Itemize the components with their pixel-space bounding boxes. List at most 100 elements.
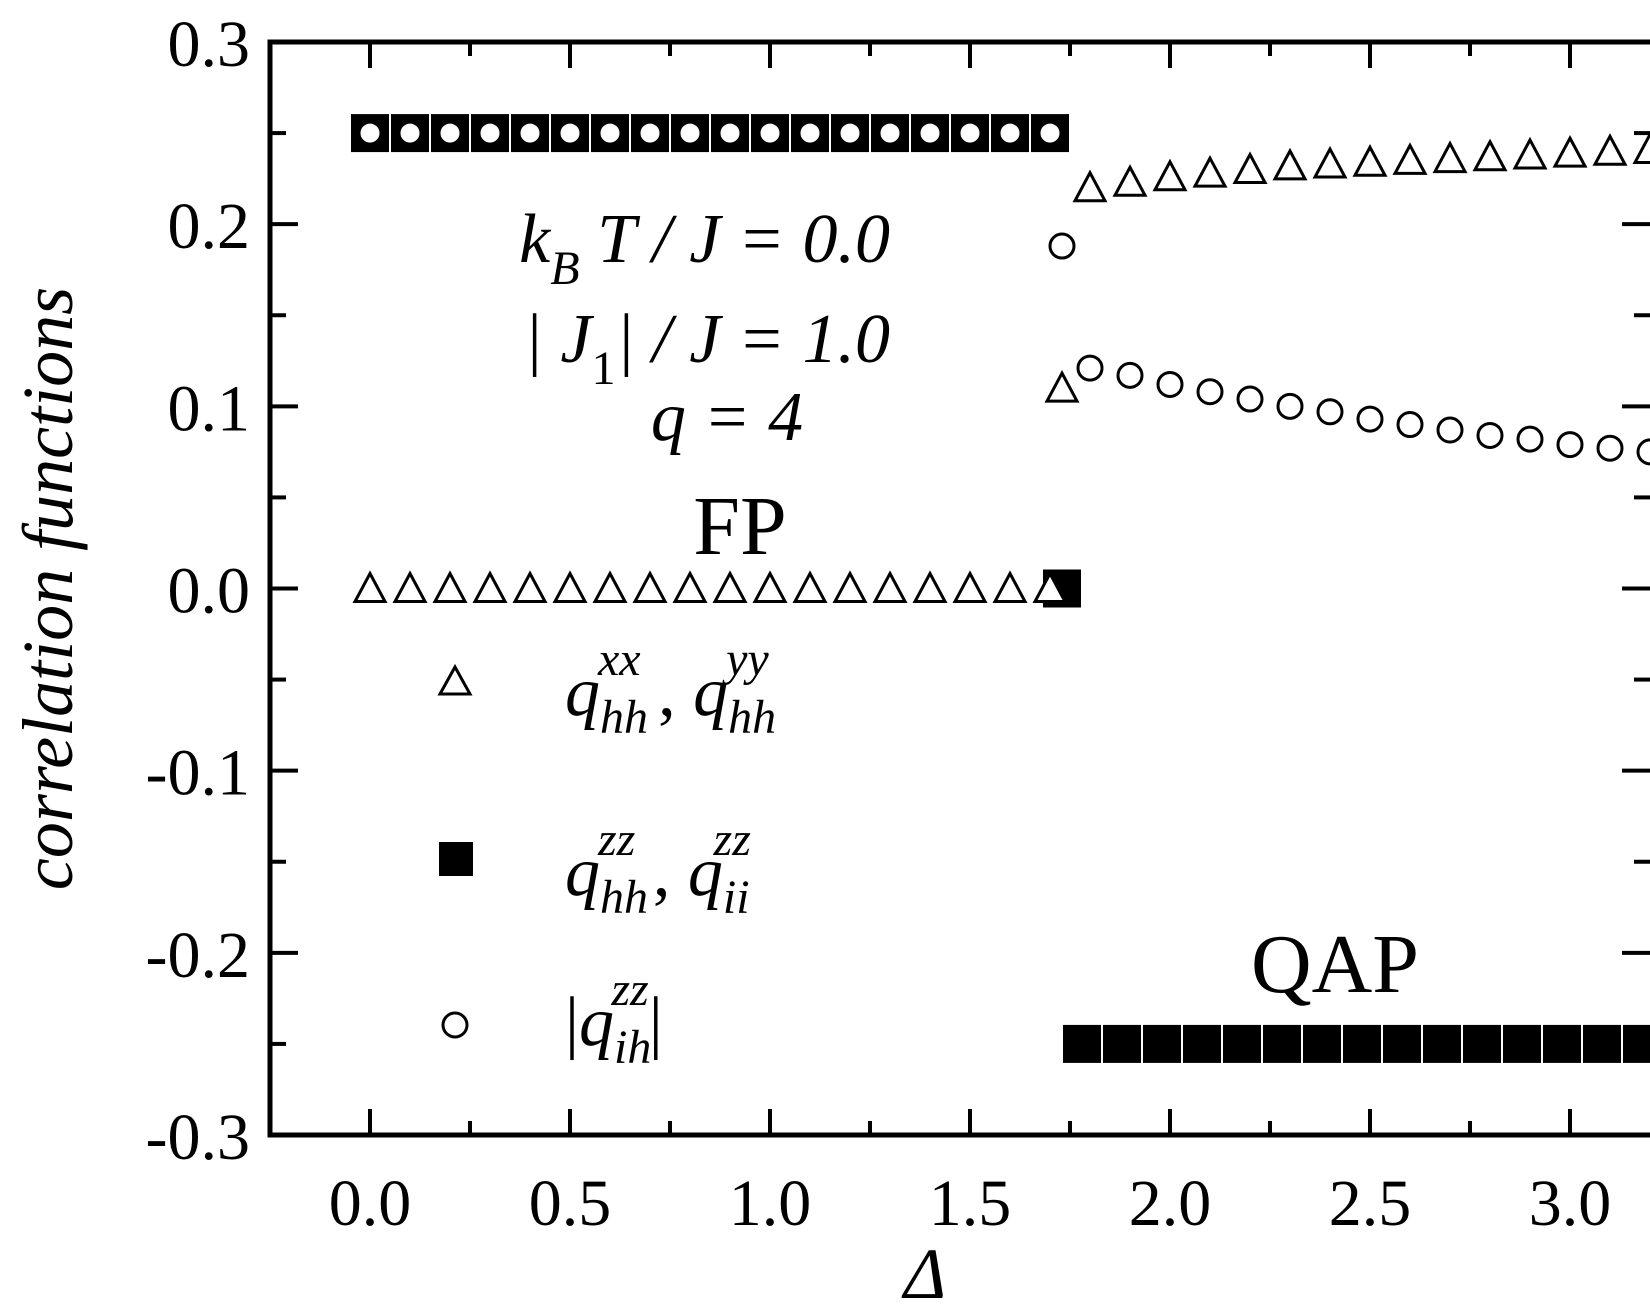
triangle-point (592, 570, 628, 603)
triangle-point (952, 570, 988, 603)
triangle-point (1072, 169, 1108, 203)
annotation-temperature: kB T / J = 0.0 (519, 201, 890, 295)
square-point (1303, 1024, 1341, 1063)
triangle-point (912, 570, 948, 603)
y-tick-label: -0.1 (146, 737, 250, 810)
triangle-point (1112, 164, 1148, 197)
y-tick-label: 0.1 (168, 372, 251, 445)
square-point (1383, 1024, 1421, 1063)
circle-point (1596, 434, 1624, 462)
circle-point (517, 120, 543, 146)
circle-point (637, 120, 663, 146)
x-tick-label: 1.0 (729, 1167, 812, 1240)
triangle-point (1232, 151, 1268, 185)
legend-label-zz: qhhzz , qiizz (565, 813, 751, 924)
circle-point (957, 120, 983, 146)
tick-labels: 0.0 0.5 1.0 1.5 2.0 2.5 3.0 0.3 0.2 0.1 0.0 -0.1 -0.… (146, 8, 1612, 1240)
data-marks (351, 114, 1650, 1063)
circle-point (1116, 361, 1144, 389)
x-axis-label: Δ (901, 1234, 946, 1310)
triangle-point (1432, 140, 1468, 174)
triangle-point (752, 570, 788, 603)
circle-point (477, 120, 503, 146)
circle-point (797, 120, 823, 146)
triangle-point (552, 570, 588, 603)
circle-point (1636, 438, 1650, 466)
y-tick-label: 0.2 (168, 190, 251, 263)
circle-point (717, 120, 743, 146)
legend-label-xx-yy: qhhxx , qhhyy (565, 633, 776, 744)
triangle-point (352, 570, 388, 603)
circle-point (917, 120, 943, 146)
triangle-point (872, 570, 908, 603)
square-point (1543, 1024, 1581, 1063)
triangle-point (1512, 136, 1548, 170)
triangle-point (632, 570, 668, 603)
triangle-point (1044, 369, 1080, 403)
triangle-point (792, 570, 828, 603)
square-point (1143, 1024, 1181, 1063)
circle-point (1037, 120, 1063, 146)
x-tick-label: 2.5 (1329, 1167, 1412, 1240)
x-tick-label: 0.0 (329, 1167, 412, 1240)
circle-point (1276, 392, 1304, 420)
y-tick-label: 0.0 (168, 555, 251, 628)
square-point (1423, 1024, 1461, 1063)
region-label-fp: FP (693, 480, 786, 573)
triangle-point (672, 570, 708, 603)
square-point (1583, 1024, 1621, 1063)
axis-ticks (270, 40, 1650, 1137)
triangle-point (1472, 138, 1508, 172)
region-label-qap: QAP (1251, 918, 1419, 1011)
y-tick-label: 0.3 (168, 8, 251, 81)
square-point (1223, 1024, 1261, 1063)
triangle-point (1392, 142, 1428, 175)
triangle-point (1592, 133, 1628, 166)
circle-point (877, 120, 903, 146)
square-point (1103, 1024, 1141, 1063)
x-tick-label: 0.5 (529, 1167, 612, 1240)
x-tick-label: 3.0 (1529, 1167, 1612, 1240)
annotation-coordination: q = 4 (651, 379, 803, 456)
triangle-point (1632, 131, 1650, 164)
y-axis-label: correlation functions (8, 287, 88, 890)
triangle-point (1032, 570, 1068, 603)
circle-point (1556, 431, 1584, 459)
triangle-point (712, 570, 748, 603)
circle-point (1476, 421, 1504, 449)
circle-point (397, 120, 423, 146)
circle-point (1196, 378, 1224, 406)
triangle-point (992, 570, 1028, 603)
triangle-point (392, 570, 428, 603)
triangle-point (512, 570, 548, 603)
circle-point (1076, 354, 1104, 382)
square-point (1463, 1024, 1501, 1063)
circle-point (357, 120, 383, 146)
circle-point (1516, 425, 1544, 453)
circle-point (997, 120, 1023, 146)
circle-point (757, 120, 783, 146)
legend-marker-circle (441, 1011, 469, 1039)
y-tick-label: -0.3 (146, 1101, 250, 1174)
circle-point (677, 120, 703, 146)
y-tick-label: -0.2 (146, 919, 250, 992)
legend-marker-square (439, 842, 473, 876)
circle-point (557, 120, 583, 146)
square-point (1183, 1024, 1221, 1063)
square-point (1063, 1024, 1101, 1063)
triangle-point (1152, 158, 1188, 192)
x-tick-label: 1.5 (929, 1167, 1012, 1240)
circle-point (1236, 385, 1264, 413)
square-point (1343, 1024, 1381, 1063)
triangle-point (1272, 147, 1308, 181)
circle-point (1156, 370, 1184, 398)
triangle-point (432, 570, 468, 603)
circle-point (597, 120, 623, 146)
square-point (1503, 1024, 1541, 1063)
plot-frame (267, 39, 1650, 1138)
legend-label-ih: |qihzz| (565, 963, 663, 1074)
circle-point (837, 120, 863, 146)
square-point (1623, 1024, 1650, 1063)
circle-point (1436, 416, 1464, 444)
